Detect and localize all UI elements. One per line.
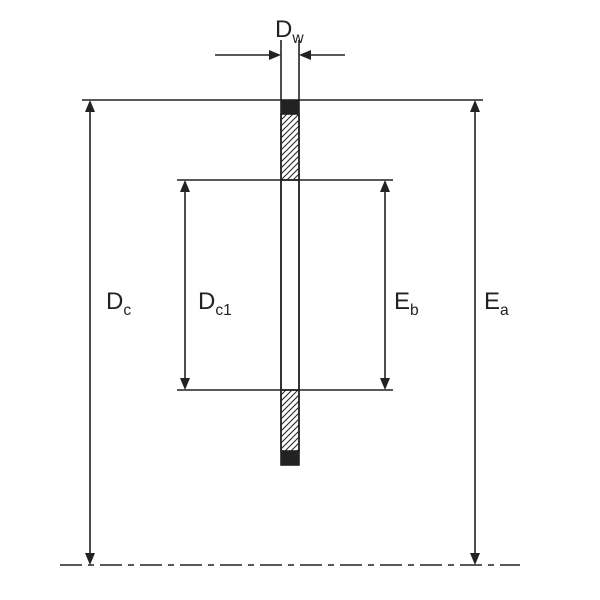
label-Dc1: Dc1 <box>198 290 232 314</box>
label-Ea: Ea <box>484 290 509 314</box>
label-Dw: Dw <box>275 18 304 42</box>
label-Dc-base: D <box>106 288 123 315</box>
label-Dw-sub: w <box>292 30 303 47</box>
label-Eb-base: E <box>394 288 410 315</box>
label-Ea-base: E <box>484 288 500 315</box>
label-Dc: Dc <box>106 290 131 314</box>
label-Eb-sub: b <box>410 302 419 319</box>
label-Eb: Eb <box>394 290 419 314</box>
label-Dc1-sub: c1 <box>215 302 231 319</box>
label-Dc-sub: c <box>123 302 131 319</box>
label-Dc1-base: D <box>198 288 215 315</box>
label-Dw-base: D <box>275 16 292 43</box>
diagram-svg <box>0 0 600 600</box>
diagram-stage: Dw Dc Dc1 Eb Ea <box>0 0 600 600</box>
label-Ea-sub: a <box>500 302 509 319</box>
